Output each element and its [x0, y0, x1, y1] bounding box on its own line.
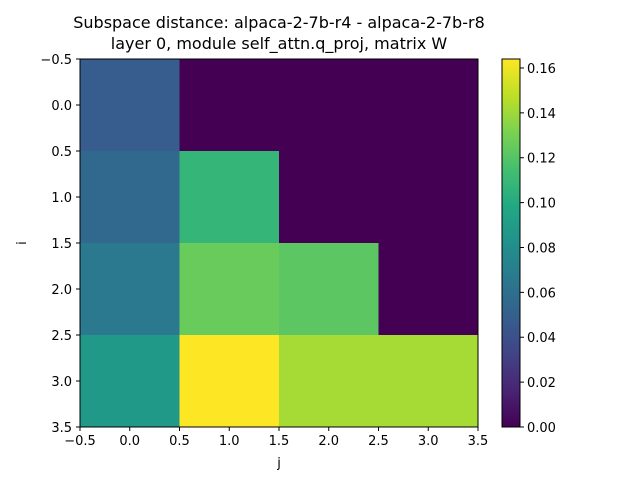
- x-axis-label: j: [276, 456, 281, 471]
- x-tick-label: 2.5: [368, 434, 389, 449]
- heatmap-cell-3-2: [279, 335, 379, 427]
- colorbar-tick-label: 0.08: [527, 241, 556, 256]
- heatmap-cell-1-1: [179, 151, 279, 243]
- heatmap-cell-2-2: [279, 243, 379, 335]
- heatmap-cell-2-3: [378, 243, 478, 335]
- x-tick-label: 0.5: [169, 434, 190, 449]
- x-tick-label: 2.0: [318, 434, 339, 449]
- colorbar-tick-label: 0.06: [527, 286, 556, 301]
- heatmap-cell-0-1: [179, 59, 279, 151]
- x-tick-label: 1.5: [269, 434, 290, 449]
- colorbar-tick-label: 0.00: [527, 421, 556, 436]
- y-tick-label: 2.5: [51, 329, 72, 344]
- y-tick-label: 1.0: [51, 191, 72, 206]
- heatmap-cell-2-1: [179, 243, 279, 335]
- x-tick-label: 0.0: [119, 434, 140, 449]
- colorbar: [501, 58, 521, 428]
- x-tick-label: 1.0: [219, 434, 240, 449]
- x-tick-label: 3.0: [418, 434, 439, 449]
- x-tick-label: −0.5: [64, 434, 96, 449]
- heatmap-cells: [80, 59, 478, 427]
- heatmap-cell-1-3: [378, 151, 478, 243]
- colorbar-tick-label: 0.02: [527, 376, 556, 391]
- heatmap-cell-0-2: [279, 59, 379, 151]
- heatmap-cell-3-3: [378, 335, 478, 427]
- y-axis-ticks: −0.5 0.0 0.5 1.0 1.5 2.0 2.5 3.0 3.5: [40, 53, 80, 436]
- y-tick-label: 3.5: [51, 421, 72, 436]
- x-tick-label: 3.5: [468, 434, 489, 449]
- colorbar-tick-label: 0.10: [527, 197, 556, 212]
- heatmap-cell-2-0: [80, 243, 180, 335]
- colorbar-ticks: 0.00 0.02 0.04 0.06 0.08 0.10 0.12 0.14 0.16: [520, 62, 556, 436]
- heatmap-cell-1-2: [279, 151, 379, 243]
- heatmap-cell-3-0: [80, 335, 180, 427]
- x-axis-ticks: −0.5 0.0 0.5 1.0 1.5 2.0 2.5 3.0 3.5: [64, 427, 488, 449]
- y-tick-label: −0.5: [40, 53, 72, 68]
- y-tick-label: 1.5: [51, 237, 72, 252]
- heatmap-cell-0-0: [80, 59, 180, 151]
- colorbar-tick-label: 0.04: [527, 331, 556, 346]
- y-tick-label: 2.0: [51, 283, 72, 298]
- y-tick-label: 0.0: [51, 99, 72, 114]
- chart-title-line1: Subspace distance: alpaca-2-7b-r4 - alpa…: [73, 13, 485, 32]
- heatmap-cell-1-0: [80, 151, 180, 243]
- heatmap-cell-3-1: [179, 335, 279, 427]
- y-tick-label: 3.0: [51, 375, 72, 390]
- colorbar-tick-label: 0.14: [527, 107, 556, 122]
- colorbar-tick-label: 0.16: [527, 62, 556, 77]
- y-axis-label: i: [15, 241, 30, 245]
- chart-title-line2: layer 0, module self_attn.q_proj, matrix…: [111, 34, 448, 54]
- y-tick-label: 0.5: [51, 145, 72, 160]
- colorbar-tick-label: 0.12: [527, 152, 556, 167]
- heatmap-cell-0-3: [378, 59, 478, 151]
